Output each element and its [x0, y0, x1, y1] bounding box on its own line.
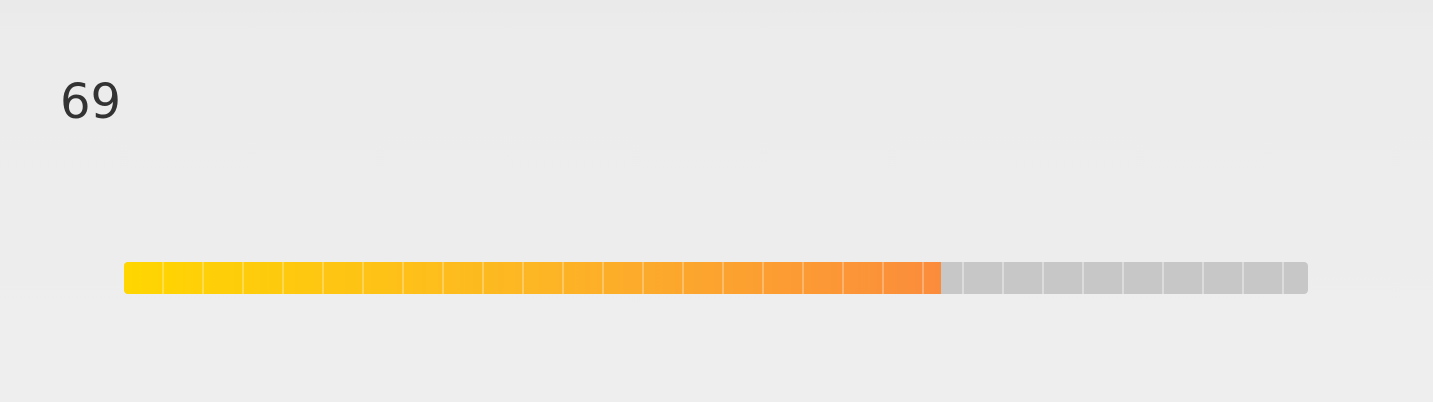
value-label: 69: [60, 74, 122, 130]
meter-fill: [124, 262, 941, 294]
meter-fill-gradient: [124, 262, 941, 294]
segmented-progress-meter: [124, 262, 1308, 294]
